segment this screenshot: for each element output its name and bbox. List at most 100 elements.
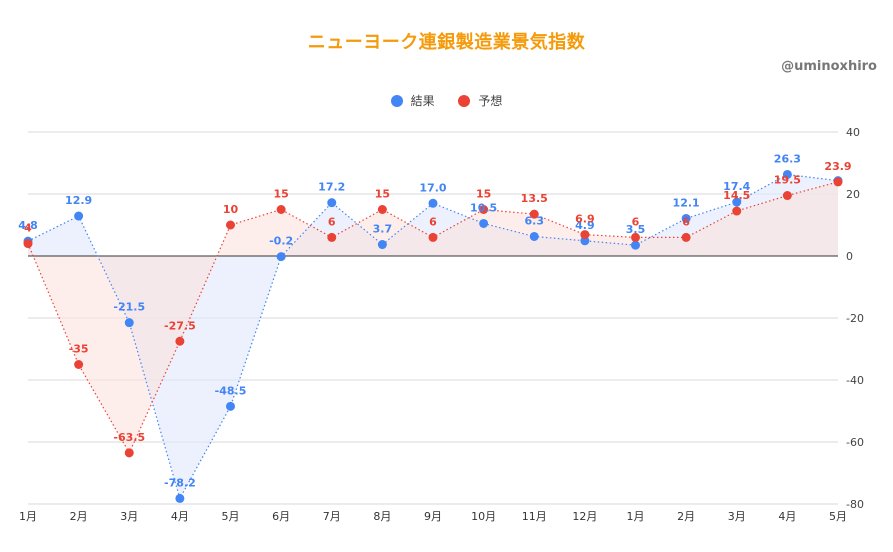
watermark-handle: @uminoxhiro <box>781 59 877 74</box>
x-tick-label: 3月 <box>728 510 746 523</box>
data-label-forecast: -35 <box>69 343 89 356</box>
data-label-forecast: 10 <box>223 203 239 216</box>
data-label-forecast: 6 <box>429 215 437 228</box>
y-tick-label: -80 <box>846 498 864 511</box>
data-label-actual: 3.5 <box>626 223 646 236</box>
data-label-actual: 10.5 <box>470 201 497 214</box>
legend-label-forecast: 予想 <box>478 94 503 108</box>
legend-item-actual[interactable]: 結果 <box>390 92 435 109</box>
x-tick-label: 6月 <box>272 510 290 523</box>
y-tick-label: 40 <box>846 126 860 139</box>
x-tick-label: 7月 <box>323 510 341 523</box>
point-forecast <box>276 205 286 214</box>
point-forecast <box>479 205 489 214</box>
point-actual <box>631 240 640 250</box>
x-tick-label: 10月 <box>471 510 496 523</box>
series-points <box>23 169 843 503</box>
x-tick-label: 5月 <box>829 510 847 523</box>
data-label-forecast: -63.5 <box>113 431 145 444</box>
data-label-forecast: 19.5 <box>774 174 801 187</box>
point-actual <box>74 211 84 221</box>
chart-legend: 結果 予想 <box>0 92 893 110</box>
data-label-actual: 17.4 <box>723 180 750 193</box>
y-tick-label: 0 <box>846 250 853 263</box>
data-label-forecast: 6.9 <box>575 213 595 226</box>
x-tick-label: 9月 <box>424 510 442 523</box>
point-actual <box>377 240 387 250</box>
legend-marker-actual <box>390 94 403 107</box>
point-actual <box>782 169 792 179</box>
point-forecast <box>782 191 792 201</box>
y-axis-ticks: 40 20 0 -20 -40 -60 -80 <box>846 126 864 511</box>
y-tick-label: -20 <box>846 312 864 325</box>
y-tick-label: 20 <box>846 188 860 201</box>
data-labels: 4.8 12.9 -21.5 -78.2 -48.5 -0.2 17.2 3.7 17.0 10.… <box>18 152 851 489</box>
line-actual <box>27 173 839 500</box>
point-actual <box>175 493 185 503</box>
x-tick-label: 4月 <box>778 510 796 523</box>
point-forecast <box>377 205 387 214</box>
point-actual <box>428 198 438 208</box>
data-label-forecast: 4 <box>24 222 32 235</box>
data-label-forecast: 15 <box>375 188 390 201</box>
x-tick-label: 12月 <box>572 510 597 523</box>
data-label-forecast: 6 <box>632 215 640 228</box>
data-label-actual: -21.5 <box>113 301 145 314</box>
x-tick-label: 2月 <box>677 510 695 523</box>
y-tick-label: -60 <box>846 436 864 449</box>
data-label-actual: 17.2 <box>318 181 345 194</box>
data-label-actual: 26.3 <box>774 152 801 165</box>
data-label-actual: 6.3 <box>525 214 545 227</box>
data-label-forecast: 23.9 <box>824 160 851 173</box>
data-label-actual: 12.9 <box>65 194 92 207</box>
x-axis-ticks: 1月 2月 3月 4月 5月 6月 7月 8月 9月 10月 11月 12月 1月 2月 3月 4月 5月 <box>19 510 847 523</box>
y-tick-label: -40 <box>846 374 864 387</box>
data-label-actual: -48.5 <box>215 384 247 397</box>
point-actual <box>226 401 235 411</box>
legend-label-actual: 結果 <box>410 94 435 108</box>
point-forecast <box>529 209 539 219</box>
point-forecast <box>74 360 84 369</box>
data-label-forecast: 6 <box>682 215 690 228</box>
legend-item-forecast[interactable]: 予想 <box>458 92 502 109</box>
x-tick-label: 1月 <box>19 510 37 523</box>
data-label-actual: 12.1 <box>673 196 700 209</box>
point-forecast <box>631 232 640 242</box>
point-forecast <box>175 336 185 346</box>
point-actual <box>479 218 489 228</box>
x-tick-label: 1月 <box>627 510 645 523</box>
data-label-forecast: 14.5 <box>723 189 750 202</box>
data-label-forecast: -27.5 <box>164 319 196 332</box>
x-tick-label: 5月 <box>222 510 240 523</box>
point-actual <box>732 197 742 207</box>
point-forecast <box>833 177 843 187</box>
point-forecast <box>23 239 33 249</box>
data-label-actual: 17.0 <box>419 181 446 194</box>
x-tick-label: 3月 <box>120 510 138 523</box>
point-actual <box>580 236 590 246</box>
point-forecast <box>681 232 691 242</box>
point-forecast <box>327 232 337 242</box>
data-label-actual: 3.7 <box>373 223 393 236</box>
x-tick-label: 2月 <box>70 510 88 523</box>
chart-title: ニューヨーク連銀製造業景気指数 <box>307 32 586 53</box>
data-label-actual: -78.2 <box>164 476 196 489</box>
point-actual <box>681 213 691 223</box>
point-actual <box>529 231 539 241</box>
data-label-actual: 4.9 <box>575 219 595 232</box>
data-label-actual: 4.8 <box>18 219 38 232</box>
data-label-forecast: 15 <box>273 188 288 201</box>
point-actual <box>276 252 286 262</box>
data-label-forecast: 15 <box>476 188 491 201</box>
x-tick-label: 11月 <box>522 510 547 523</box>
point-forecast <box>580 230 590 240</box>
point-actual <box>327 198 337 208</box>
point-forecast <box>124 448 134 458</box>
point-forecast <box>732 206 742 216</box>
legend-marker-forecast <box>458 94 471 107</box>
data-label-forecast: 6 <box>328 215 336 228</box>
point-actual <box>124 318 134 328</box>
x-tick-label: 4月 <box>171 510 189 523</box>
data-label-actual: -0.2 <box>269 235 293 248</box>
